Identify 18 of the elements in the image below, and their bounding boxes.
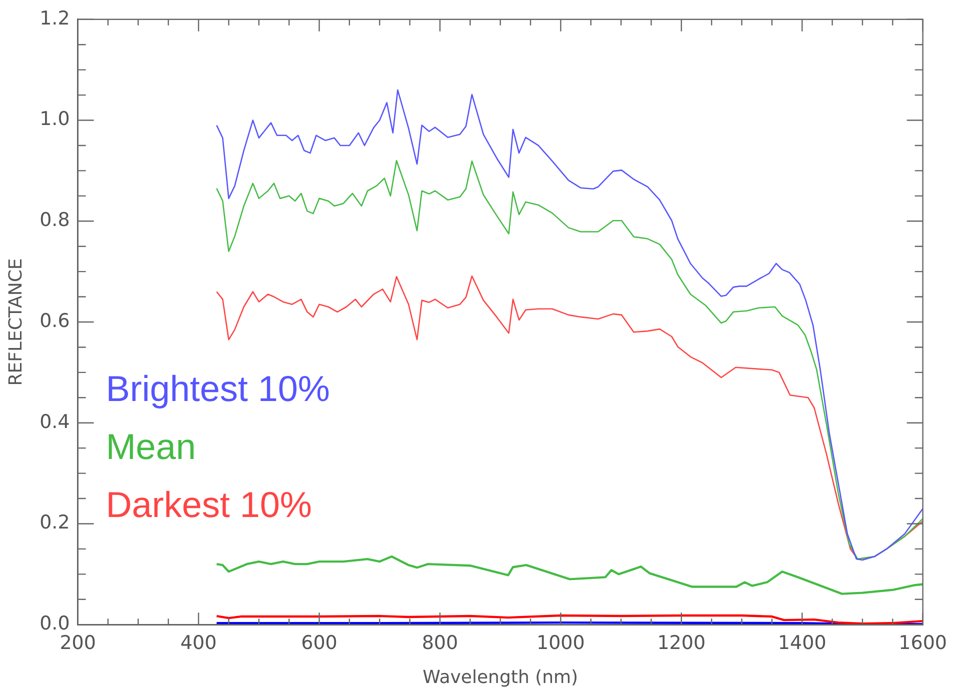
y-tick-label: 0.8 bbox=[40, 209, 70, 232]
x-tick-label: 1200 bbox=[657, 632, 706, 654]
x-tick-label: 800 bbox=[422, 632, 458, 654]
x-tick-label: 1400 bbox=[778, 632, 826, 654]
y-tick-label: 0.4 bbox=[40, 410, 70, 433]
text: Mean bbox=[106, 426, 196, 468]
y-tick-label: 0.2 bbox=[40, 512, 70, 534]
y-tick-label: 0.6 bbox=[40, 310, 70, 332]
y-axis-title: REFLECTANCE bbox=[5, 258, 26, 386]
x-tick-label: 1600 bbox=[898, 632, 948, 654]
y-tick-label: 1.0 bbox=[40, 108, 70, 130]
x-tick-label: 600 bbox=[301, 632, 338, 654]
text: Brightest 10% bbox=[106, 368, 330, 410]
x-tick-label: 1000 bbox=[536, 632, 585, 654]
text: Darkest 10% bbox=[106, 484, 312, 526]
x-axis-title: Wavelength (nm) bbox=[422, 666, 578, 688]
x-tick-label: 400 bbox=[180, 632, 217, 654]
y-tick-label: 1.2 bbox=[40, 7, 70, 30]
